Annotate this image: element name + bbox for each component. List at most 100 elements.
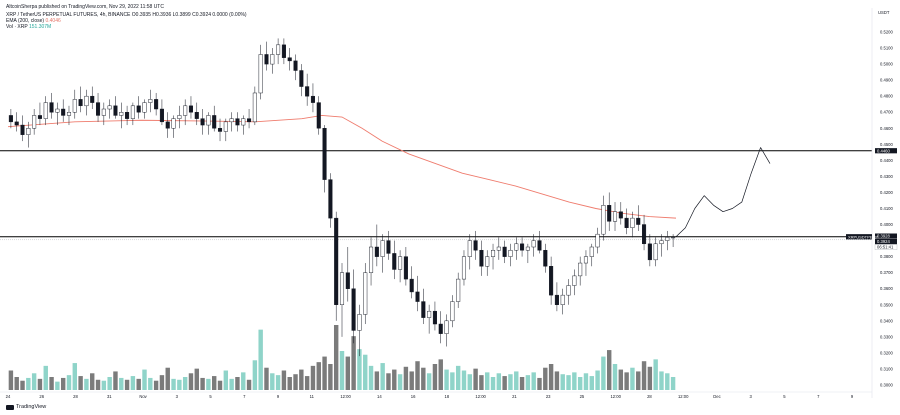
candle-body xyxy=(491,249,496,257)
candle-body xyxy=(276,44,281,55)
y-tick-label: 0.5100 xyxy=(880,46,893,51)
volume-bar xyxy=(415,361,420,390)
candle-body xyxy=(398,256,403,270)
volume-bar xyxy=(333,325,339,390)
volume-bar xyxy=(606,350,612,390)
volume-bar xyxy=(188,373,194,390)
volume-bar xyxy=(653,359,658,390)
candle-body xyxy=(583,256,588,264)
volume-bar xyxy=(630,367,635,390)
price-marker-label: 0.3928 xyxy=(877,234,890,239)
volume-bar xyxy=(665,373,670,390)
volume-bar xyxy=(299,369,304,390)
volume-bar xyxy=(171,378,176,390)
candle-body xyxy=(624,217,629,228)
volume-bar xyxy=(374,371,380,390)
candle-body xyxy=(543,249,548,267)
volume-bar xyxy=(473,368,478,390)
x-tick-label: 12:00 xyxy=(610,394,621,399)
candle-body xyxy=(601,205,606,235)
volume-bar xyxy=(531,372,536,390)
candle-body xyxy=(328,179,333,219)
candle-body xyxy=(432,310,437,325)
price-marker-box xyxy=(874,244,898,250)
x-tick-label: 7 xyxy=(243,394,246,399)
candle-body xyxy=(351,288,356,331)
volume-bar xyxy=(380,363,385,390)
candle-body xyxy=(26,128,31,135)
volume-value: 151.307M xyxy=(28,24,52,30)
x-tick-label: 3 xyxy=(176,394,179,399)
x-tick-label: 12:00 xyxy=(340,394,351,399)
tradingview-brand: TradingView xyxy=(16,404,47,410)
candle-body xyxy=(299,70,304,87)
volume-bar xyxy=(554,371,560,390)
volume-bar xyxy=(107,377,112,390)
volume-bar xyxy=(566,375,571,390)
candle-body xyxy=(665,237,670,241)
candle-body xyxy=(310,95,315,103)
candle-body xyxy=(438,323,443,334)
pair-tag-label: XRPUSDTPERP xyxy=(848,234,878,239)
volume-bars xyxy=(8,325,676,390)
volume-bar xyxy=(84,378,89,390)
volume-bar xyxy=(60,377,66,390)
volume-bar xyxy=(339,351,345,390)
volume-bar xyxy=(43,365,48,390)
x-tick-label: Nov xyxy=(139,394,147,399)
volume-bar xyxy=(101,380,107,390)
ema-legend: EMA (200, close) 0.4046 xyxy=(6,18,61,24)
volume-bar xyxy=(636,371,641,390)
candle-body xyxy=(217,128,223,132)
volume-bar xyxy=(113,371,118,390)
candle-body xyxy=(258,54,263,94)
volume-bar xyxy=(66,375,72,390)
candle-body xyxy=(496,246,501,251)
volume-bar xyxy=(252,360,258,390)
volume-bar xyxy=(8,370,14,390)
candle-body xyxy=(270,54,275,65)
volume-bar xyxy=(49,377,54,390)
candle-body xyxy=(252,92,257,123)
volume-bar xyxy=(461,370,467,390)
volume-bar xyxy=(392,369,397,390)
candle-body xyxy=(607,205,612,222)
y-tick-label: 0.3800 xyxy=(880,254,893,259)
candle-body xyxy=(415,291,420,302)
candle-body xyxy=(61,108,66,116)
volume-bar xyxy=(641,361,647,390)
volume-bar xyxy=(55,381,60,390)
volume-bar xyxy=(90,373,95,390)
y-tick-label: 0.3400 xyxy=(880,318,893,323)
y-tick-label: 0.3200 xyxy=(880,350,893,355)
candle-body xyxy=(409,278,414,293)
y-tick-label: 0.4400 xyxy=(880,158,893,163)
volume-bar xyxy=(264,367,269,390)
candle-body xyxy=(322,128,327,180)
candle-body xyxy=(130,105,135,119)
y-tick-label: 0.3100 xyxy=(880,366,893,371)
volume-bar xyxy=(386,373,391,390)
candle-body xyxy=(14,121,19,126)
volume-bar xyxy=(148,377,153,390)
volume-bar xyxy=(543,367,548,390)
candle-body xyxy=(403,256,408,280)
candle-body xyxy=(316,102,321,129)
candle-body xyxy=(554,294,559,305)
volume-bar xyxy=(659,371,664,390)
ema-label: EMA (200, close) xyxy=(6,18,45,24)
volume-bar xyxy=(153,380,159,390)
y-tick-label: 0.3500 xyxy=(880,302,893,307)
candle-body xyxy=(247,118,252,123)
volume-bar xyxy=(217,380,223,390)
volume-bar xyxy=(583,373,589,390)
volume-bar xyxy=(572,372,577,390)
volume-bar xyxy=(560,374,565,390)
candle-body xyxy=(485,256,490,267)
candle-body xyxy=(165,121,170,129)
volume-bar xyxy=(647,366,653,390)
symbol-line: XRP / TetherUS PERPETUAL FUTURES, 4h, BI… xyxy=(6,12,247,18)
x-tick-label: 12:00 xyxy=(475,394,486,399)
volume-bar xyxy=(95,379,101,390)
